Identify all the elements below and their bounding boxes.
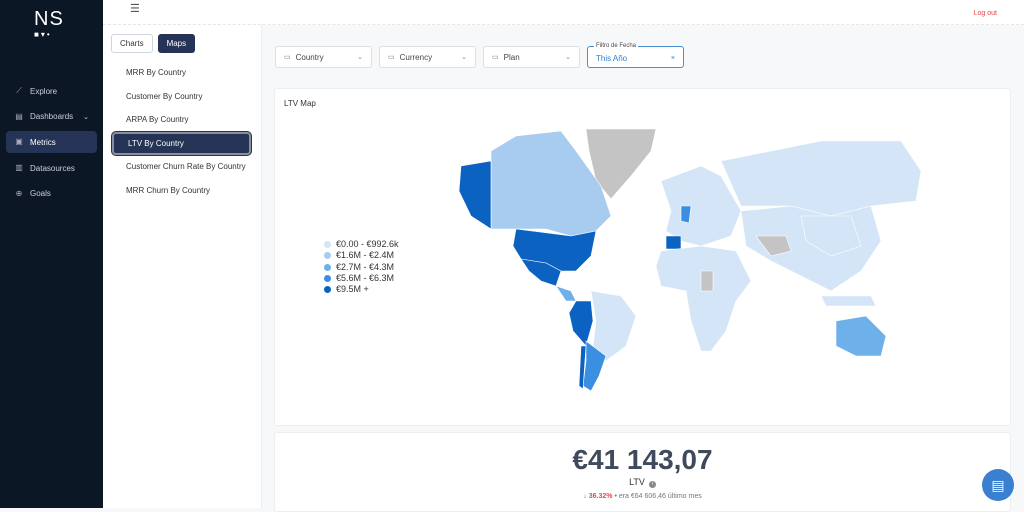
sidebar-item-explore[interactable]: ⟋ Explore [6,80,97,102]
list-item-customer[interactable]: Customer By Country [126,91,203,101]
legend-swatch [324,275,331,283]
chevron-down-icon: ⌄ [565,54,571,61]
country-europe [660,165,742,247]
country-canada [490,130,612,237]
ltv-map-card: LTV Map €0.00 - €992.6k €1 [274,88,1011,426]
sidebar-item-metrics[interactable]: ▣ Metrics [6,131,97,154]
list-item-customer-churn[interactable]: Customer Churn Rate By Country [126,162,246,172]
sidebar-item-datasources[interactable]: ▥ Datasources [6,157,97,179]
ltv-kpi-card: €41 143,07 LTV i ↓ 36.32% • era €64 606,4… [274,432,1011,512]
country-chile [578,345,587,390]
clear-icon[interactable]: × [670,55,675,62]
legend-item: €1.6M - €2.4M [324,250,399,261]
country-russia [720,140,922,217]
kpi-previous: • era €64 606,46 último mes [614,493,702,500]
sidebar-item-dashboards[interactable]: ▤ Dashboards ⌄ [6,106,97,128]
logo[interactable]: NS ■▾• [34,8,64,39]
list-item-ltv[interactable]: LTV By Country [112,131,251,155]
chevron-down-icon: ⌄ [461,54,467,61]
list-item-mrr[interactable]: MRR By Country [126,68,187,78]
country-australia [835,315,887,357]
country-usa [512,228,597,272]
country-colombia-peru [568,300,594,347]
sidebar: NS ■▾• ⟋ Explore ▤ Dashboards ⌄ ▣ Metrics ▥ Da… [0,0,103,508]
layout-icon: ▤ [15,111,23,121]
tag-icon: ▭ [388,54,395,61]
currency-filter[interactable]: ▭ Currency ⌄ [379,46,476,68]
info-icon[interactable]: i [648,481,656,488]
metric-subnav: Charts Maps MRR By Country Customer By C… [103,25,262,508]
chevron-down-icon: ⌄ [83,113,89,121]
map-title: LTV Map [284,99,316,108]
map-legend: €0.00 - €992.6k €1.6M - €2.4M €2.7M - €4… [324,239,399,295]
filter-bar: ▭ Country ⌄ ▭ Currency ⌄ ▭ Plan ⌄ Filtro de Fe… [275,43,684,68]
legend-swatch [324,241,331,249]
legend-swatch [324,263,331,271]
legend-item: €2.7M - €4.3M [324,262,399,273]
world-map[interactable] [275,89,1012,427]
chat-icon: ▤ [991,476,1005,493]
country-indonesia [820,295,877,307]
plan-filter[interactable]: ▭ Plan ⌄ [483,46,580,68]
legend-item: €0.00 - €992.6k [324,239,399,250]
metrics-icon: ▣ [15,137,23,147]
target-icon: ⊕ [15,188,23,198]
country-filter[interactable]: ▭ Country ⌄ [275,46,372,68]
country-africa [655,245,752,352]
country-alaska [458,160,492,230]
database-icon: ▥ [15,163,23,173]
chat-button[interactable]: ▤ [982,469,1014,501]
kpi-delta: 36.32% [588,493,613,500]
country-argentina [582,340,607,392]
country-spain [665,235,682,250]
tab-maps[interactable]: Maps [157,34,196,53]
sidebar-item-goals[interactable]: ⊕ Goals [6,183,97,205]
tag-icon: ▭ [284,54,291,61]
topbar: ☰ Log out [103,0,1024,25]
legend-item: €5.6M - €6.3M [324,273,399,284]
legend-swatch [324,252,331,260]
kpi-label: LTV [629,477,645,487]
chevron-down-icon: ⌄ [357,54,363,61]
country-africa-gray [700,270,714,292]
country-uk [680,205,692,224]
legend-item: €9.5M + [324,284,399,295]
country-china [800,215,862,257]
logout-link[interactable]: Log out [973,10,997,17]
legend-swatch [324,286,331,294]
country-middle-east-gray [755,235,792,257]
date-filter[interactable]: Filtro de Fecha This Año × [587,43,684,68]
menu-collapse-icon[interactable]: ☰ [130,3,140,15]
country-brazil [590,290,637,362]
list-item-arpa[interactable]: ARPA By Country [126,115,189,125]
tag-icon: ▭ [492,54,499,61]
country-central-america [555,285,577,302]
tab-charts[interactable]: Charts [111,34,153,53]
country-greenland [585,128,657,200]
arrow-down-icon: ↓ [583,493,589,500]
chart-line-icon: ⟋ [16,86,22,95]
kpi-value: €41 143,07 [572,444,713,475]
list-item-mrr-churn[interactable]: MRR Churn By Country [126,185,211,195]
